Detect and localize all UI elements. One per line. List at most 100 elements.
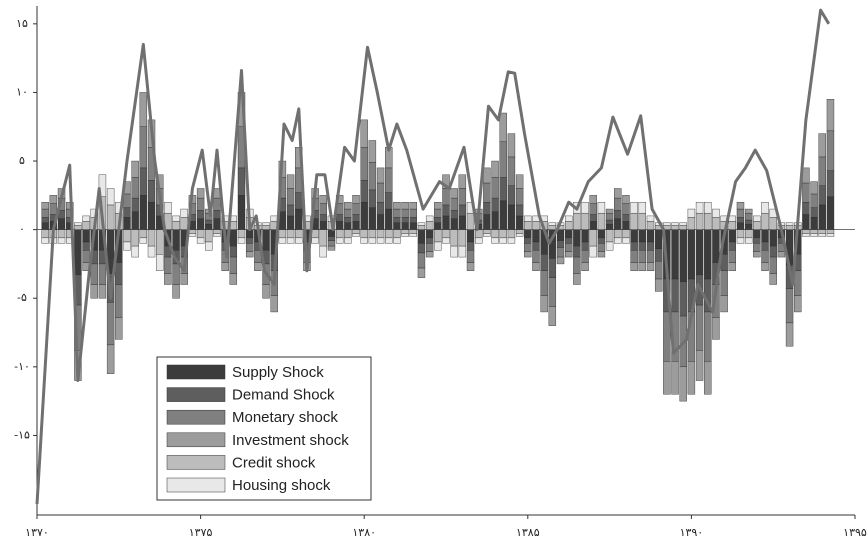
bar-segment <box>458 245 467 258</box>
bar-segment <box>131 229 139 247</box>
bar-segment <box>172 215 180 222</box>
bar-segment <box>450 210 458 219</box>
bar-segment <box>74 225 82 230</box>
bar-segment <box>90 284 98 299</box>
bar-segment <box>507 204 516 230</box>
y-tick-label: -۱۵ <box>14 428 30 441</box>
bar-segment <box>622 237 630 244</box>
bar-segment <box>695 229 704 276</box>
bar-segment <box>671 225 679 230</box>
bar-segment <box>401 217 409 223</box>
bar-segment <box>41 222 49 230</box>
bar-segment <box>810 193 818 208</box>
bar-segment <box>826 233 835 237</box>
bar-segment <box>777 251 786 258</box>
bar-segment <box>548 277 557 307</box>
bar-segment <box>663 361 671 395</box>
bar-segment <box>172 263 180 285</box>
bar-segment <box>736 222 745 230</box>
bar-segment <box>131 177 139 199</box>
bar-segment <box>761 229 769 243</box>
bar-segment <box>147 201 156 230</box>
bar-segment <box>385 229 393 239</box>
bar-segment <box>262 222 270 226</box>
bar-segment <box>409 222 417 230</box>
bar-segment <box>548 222 557 226</box>
bar-segment <box>565 229 573 239</box>
bar-segment <box>581 250 589 263</box>
bar-segment <box>753 251 761 258</box>
bar-segment <box>368 162 377 191</box>
bar-segment <box>245 251 254 258</box>
bar-segment <box>540 254 548 271</box>
legend: Supply Shock Demand Shock Monetary shock In… <box>156 356 372 501</box>
bar-segment <box>671 361 679 395</box>
bar-segment <box>573 245 581 258</box>
bar-segment <box>442 237 450 244</box>
legend-label: Demand Shock <box>232 387 335 404</box>
bar-segment <box>335 229 344 239</box>
bar-segment <box>237 229 246 239</box>
bar-segment <box>196 229 205 239</box>
bar-segment <box>458 229 467 247</box>
x-tick-label: ۱۳۹۰ <box>680 526 704 539</box>
bar-segment <box>172 229 180 251</box>
bar-segment <box>769 245 777 258</box>
legend-label: Credit shock <box>232 454 316 471</box>
bar-segment <box>679 225 687 230</box>
bar-segment <box>180 217 188 230</box>
bar-segment <box>654 248 663 262</box>
bar-segment <box>630 262 638 271</box>
bar-segment <box>401 233 409 237</box>
bar-segment <box>499 177 507 202</box>
bar-segment <box>769 256 777 274</box>
bar-segment <box>802 182 810 203</box>
bar-segment <box>704 361 712 395</box>
bar-segment <box>581 201 589 214</box>
bar-segment <box>164 256 172 274</box>
bar-segment <box>818 133 826 158</box>
bar-segment <box>728 241 736 251</box>
bar-segment <box>794 270 802 296</box>
bar-segment <box>188 233 197 237</box>
bar-segment <box>704 311 712 362</box>
bar-segment <box>352 221 360 230</box>
bar-segment <box>761 250 769 263</box>
bar-segment <box>671 278 679 313</box>
bar-segment <box>458 188 467 206</box>
bar-segment <box>826 196 835 230</box>
bar-segment <box>556 256 565 265</box>
bar-segment <box>286 188 295 206</box>
bar-segment <box>548 225 557 230</box>
bar-segment <box>196 218 205 230</box>
bar-segment <box>286 215 295 230</box>
bar-segment <box>319 195 327 204</box>
bar-segment <box>622 203 630 215</box>
bar-segment <box>630 241 638 251</box>
bar-segment <box>483 182 491 203</box>
bar-segment <box>221 262 229 271</box>
bar-segment <box>654 278 663 292</box>
bar-segment <box>499 200 507 230</box>
bar-segment <box>196 188 205 199</box>
bar-segment <box>810 217 818 230</box>
bar-segment <box>409 208 417 218</box>
bar-segment <box>712 217 720 230</box>
bar-segment <box>483 233 491 237</box>
bar-segment <box>573 212 581 230</box>
bar-segment <box>262 284 270 299</box>
bar-segment <box>131 197 139 212</box>
bar-segment <box>794 295 802 313</box>
bar-segment <box>393 222 401 230</box>
bar-segment <box>581 212 589 230</box>
bar-segment <box>753 229 761 239</box>
bar-segment <box>82 229 90 243</box>
bar-segment <box>434 229 442 243</box>
bar-segment <box>810 207 818 218</box>
bar-segment <box>704 229 712 280</box>
bar-segment <box>98 174 107 197</box>
bar-segment <box>646 241 655 251</box>
bar-segment <box>826 170 835 197</box>
bar-segment <box>409 229 417 234</box>
bar-segment <box>810 233 818 237</box>
